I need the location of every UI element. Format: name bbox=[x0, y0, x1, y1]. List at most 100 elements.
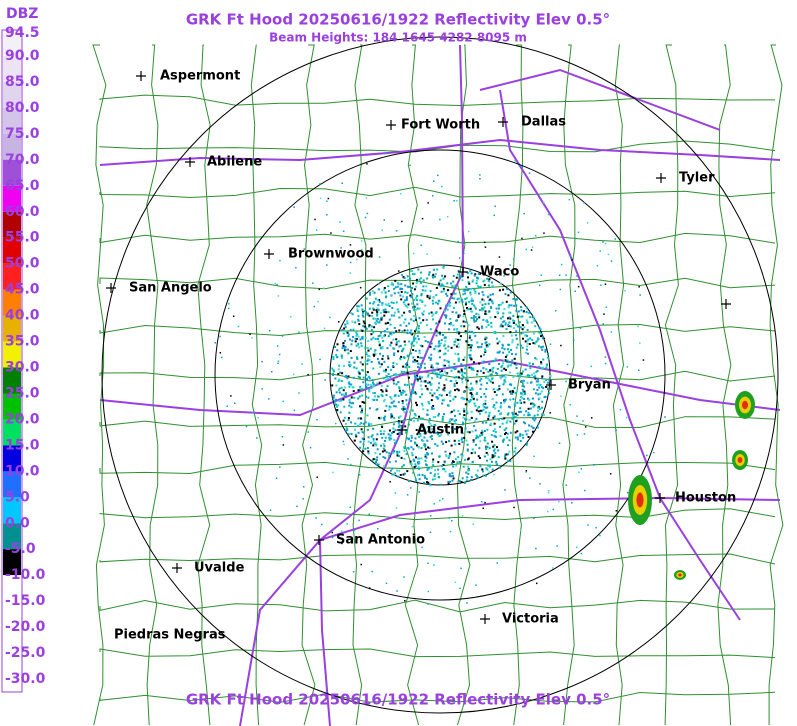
radar-echo bbox=[336, 405, 338, 408]
radar-echo bbox=[466, 449, 469, 452]
county-line bbox=[99, 277, 776, 290]
radar-echo bbox=[367, 450, 370, 453]
radar-echo bbox=[527, 429, 530, 432]
radar-echo bbox=[383, 398, 386, 401]
radar-echo bbox=[435, 431, 438, 434]
radar-echo bbox=[467, 288, 470, 291]
radar-echo bbox=[501, 301, 504, 304]
radar-echo bbox=[511, 361, 514, 364]
radar-echo bbox=[342, 332, 345, 335]
radar-echo bbox=[392, 430, 395, 433]
radar-echo bbox=[390, 413, 393, 416]
radar-echo bbox=[413, 273, 416, 276]
radar-echo bbox=[521, 328, 524, 331]
radar-echo bbox=[446, 216, 449, 218]
radar-echo bbox=[375, 438, 378, 441]
city-marker bbox=[480, 614, 490, 624]
radar-echo bbox=[405, 297, 408, 300]
radar-echo bbox=[421, 426, 424, 429]
radar-echo bbox=[604, 362, 607, 365]
radar-echo bbox=[462, 398, 465, 401]
radar-echo bbox=[393, 473, 395, 476]
radar-echo bbox=[499, 425, 501, 428]
radar-echo bbox=[413, 288, 416, 291]
radar-echo bbox=[494, 417, 496, 420]
radar-echo bbox=[256, 437, 258, 439]
radar-echo bbox=[471, 330, 473, 333]
radar-echo bbox=[482, 404, 485, 407]
radar-echo bbox=[401, 274, 403, 276]
radar-echo bbox=[390, 301, 393, 304]
radar-echo bbox=[479, 174, 481, 176]
radar-echo bbox=[361, 329, 364, 332]
radar-echo bbox=[368, 324, 371, 327]
radar-echo bbox=[405, 371, 408, 374]
radar-echo bbox=[344, 376, 347, 378]
radar-echo bbox=[398, 469, 401, 472]
radar-echo bbox=[525, 410, 528, 413]
radar-echo bbox=[363, 310, 366, 312]
radar-echo bbox=[414, 391, 417, 394]
radar-echo bbox=[602, 323, 604, 325]
radar-echo bbox=[403, 329, 406, 332]
radar-echo bbox=[521, 315, 524, 318]
radar-echo bbox=[462, 423, 464, 426]
radar-echo bbox=[494, 332, 497, 335]
radar-echo bbox=[503, 417, 506, 420]
radar-echo bbox=[482, 507, 484, 509]
radar-echo bbox=[461, 300, 464, 303]
radar-echo bbox=[565, 274, 567, 276]
radar-echo bbox=[424, 459, 427, 462]
radar-echo bbox=[452, 324, 455, 327]
radar-echo bbox=[316, 476, 318, 478]
radar-echo bbox=[580, 468, 582, 470]
radar-echo bbox=[342, 398, 345, 401]
radar-echo bbox=[481, 343, 483, 346]
radar-echo bbox=[583, 202, 585, 204]
radar-echo bbox=[417, 446, 420, 449]
radar-echo bbox=[430, 388, 433, 391]
radar-echo bbox=[484, 376, 487, 379]
radar-echo bbox=[508, 439, 511, 442]
radar-echo bbox=[488, 363, 491, 365]
radar-echo bbox=[468, 400, 471, 402]
radar-echo bbox=[316, 418, 318, 421]
radar-echo bbox=[390, 283, 393, 286]
radar-echo bbox=[354, 433, 357, 436]
radar-echo bbox=[445, 304, 448, 307]
radar-echo bbox=[374, 318, 377, 320]
radar-echo bbox=[493, 391, 496, 393]
radar-echo bbox=[501, 315, 504, 318]
radar-echo bbox=[468, 330, 471, 333]
radar-echo bbox=[483, 430, 486, 432]
radar-echo bbox=[386, 355, 389, 358]
radar-echo bbox=[421, 345, 424, 348]
radar-echo bbox=[537, 422, 540, 425]
radar-echo bbox=[361, 409, 363, 412]
city-marker bbox=[106, 283, 116, 293]
radar-echo bbox=[367, 436, 370, 439]
radar-echo bbox=[398, 329, 401, 332]
radar-echo bbox=[407, 423, 410, 426]
radar-echo bbox=[482, 318, 485, 321]
radar-echo bbox=[338, 400, 341, 403]
radar-echo bbox=[456, 331, 459, 334]
radar-echo bbox=[365, 327, 368, 330]
radar-echo bbox=[503, 379, 506, 382]
radar-echo bbox=[507, 294, 510, 297]
radar-echo bbox=[449, 390, 452, 393]
radar-echo bbox=[464, 289, 467, 292]
radar-echo bbox=[375, 444, 378, 447]
radar-echo bbox=[541, 367, 544, 370]
radar-echo bbox=[277, 362, 279, 365]
radar-echo bbox=[459, 587, 461, 590]
radar-echo bbox=[466, 398, 468, 401]
legend-label: -5.0 bbox=[5, 541, 36, 557]
radar-echo bbox=[583, 433, 586, 435]
radar-echo bbox=[390, 294, 393, 297]
radar-echo bbox=[538, 408, 541, 411]
radar-echo bbox=[405, 393, 408, 396]
radar-echo bbox=[412, 320, 415, 323]
radar-echo bbox=[434, 424, 437, 427]
radar-echo bbox=[389, 469, 392, 472]
